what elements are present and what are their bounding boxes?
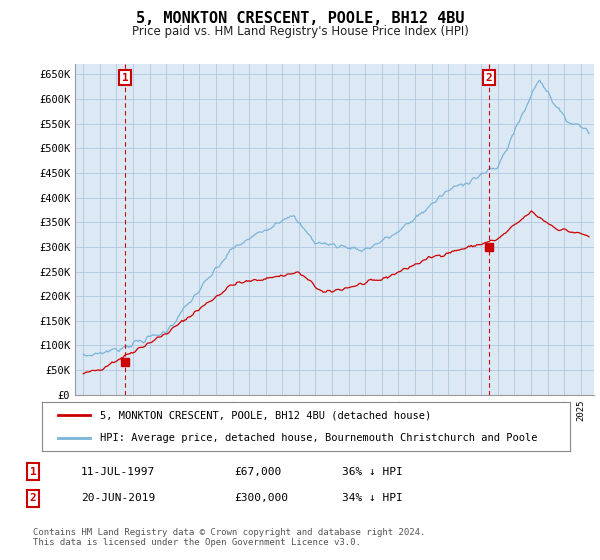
Text: 20-JUN-2019: 20-JUN-2019 bbox=[81, 493, 155, 503]
Text: £300,000: £300,000 bbox=[234, 493, 288, 503]
Text: 34% ↓ HPI: 34% ↓ HPI bbox=[342, 493, 403, 503]
Text: 2: 2 bbox=[29, 493, 37, 503]
Text: Contains HM Land Registry data © Crown copyright and database right 2024.
This d: Contains HM Land Registry data © Crown c… bbox=[33, 528, 425, 547]
Text: 2: 2 bbox=[485, 73, 493, 83]
Text: 1: 1 bbox=[122, 73, 128, 83]
Text: 36% ↓ HPI: 36% ↓ HPI bbox=[342, 466, 403, 477]
Text: 11-JUL-1997: 11-JUL-1997 bbox=[81, 466, 155, 477]
Text: HPI: Average price, detached house, Bournemouth Christchurch and Poole: HPI: Average price, detached house, Bour… bbox=[100, 433, 538, 444]
Text: 1: 1 bbox=[29, 466, 37, 477]
Text: Price paid vs. HM Land Registry's House Price Index (HPI): Price paid vs. HM Land Registry's House … bbox=[131, 25, 469, 38]
Text: £67,000: £67,000 bbox=[234, 466, 281, 477]
Text: 5, MONKTON CRESCENT, POOLE, BH12 4BU (detached house): 5, MONKTON CRESCENT, POOLE, BH12 4BU (de… bbox=[100, 410, 431, 421]
Text: 5, MONKTON CRESCENT, POOLE, BH12 4BU: 5, MONKTON CRESCENT, POOLE, BH12 4BU bbox=[136, 11, 464, 26]
